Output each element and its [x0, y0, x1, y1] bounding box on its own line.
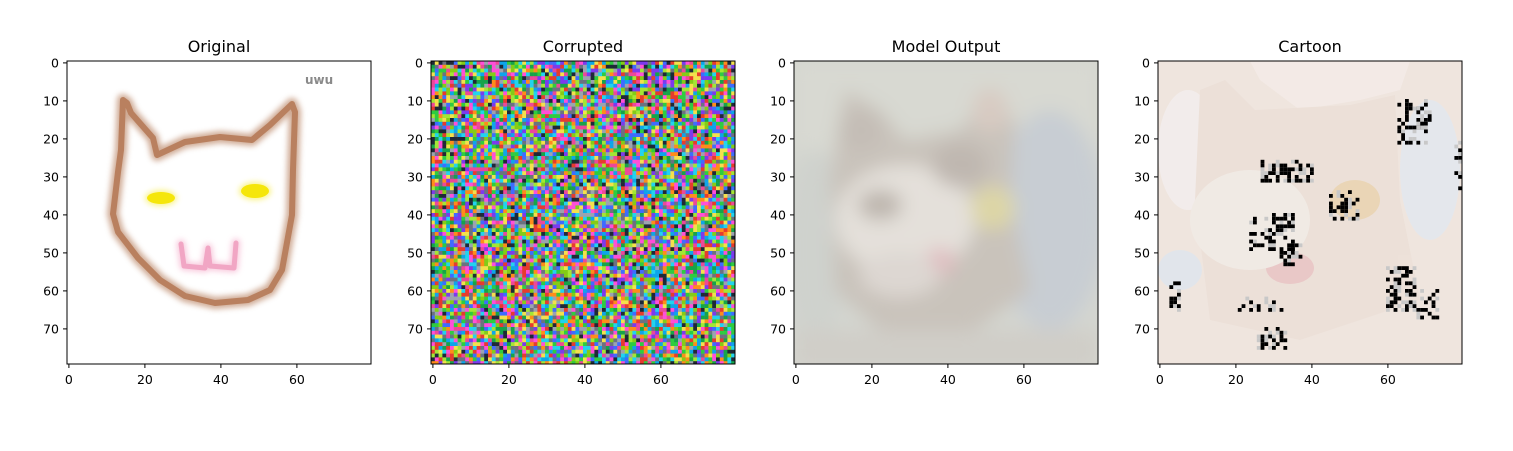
x-tick-label: 40 — [577, 372, 593, 387]
right-eye-core — [241, 184, 269, 198]
y-tick-label: 0 — [778, 55, 786, 70]
y-tick-label: 30 — [43, 169, 59, 184]
axes-frame — [1157, 60, 1463, 365]
cat-head-outline-core — [110, 97, 298, 306]
x-tick-label: 0 — [1156, 372, 1164, 387]
x-tick-label: 40 — [213, 372, 229, 387]
x-tick-label: 20 — [864, 372, 880, 387]
y-tick-label: 0 — [1142, 55, 1150, 70]
mouth-w-core — [178, 240, 239, 271]
y-tick-label: 10 — [1134, 93, 1150, 108]
x-tick-label: 0 — [429, 372, 437, 387]
y-tick-label: 60 — [407, 283, 423, 298]
x-tick-label: 20 — [1228, 372, 1244, 387]
x-tick-label: 40 — [1304, 372, 1320, 387]
y-tick-label: 70 — [770, 321, 786, 336]
y-tick-label: 70 — [1134, 321, 1150, 336]
y-tick-label: 70 — [407, 321, 423, 336]
panel-cartoon: Cartoon — [1158, 37, 1462, 364]
y-tick-label: 50 — [407, 245, 423, 260]
x-tick-label: 20 — [501, 372, 517, 387]
sketch-text-uwu: uwu — [305, 73, 333, 87]
y-tick-label: 50 — [1134, 245, 1150, 260]
left-eye-core — [147, 192, 175, 204]
panel-corrupted: Corrupted — [431, 37, 735, 364]
y-tick-label: 60 — [770, 283, 786, 298]
y-tick-label: 40 — [43, 207, 59, 222]
y-tick-label: 20 — [407, 131, 423, 146]
panel-title-cartoon: Cartoon — [1278, 37, 1342, 56]
x-tick-label: 40 — [940, 372, 956, 387]
y-tick-label: 60 — [1134, 283, 1150, 298]
y-tick-label: 10 — [43, 93, 59, 108]
y-tick-label: 30 — [1134, 169, 1150, 184]
axes-frame — [66, 60, 372, 365]
image-original: uwu — [67, 61, 371, 364]
image-corrupted — [431, 61, 735, 364]
x-tick-label: 0 — [65, 372, 73, 387]
y-tick-label: 60 — [43, 283, 59, 298]
panel-title-original: Original — [188, 37, 251, 56]
cartoon-pixel-artifacts — [1169, 99, 1462, 350]
panel-title-model-output: Model Output — [892, 37, 1001, 56]
y-tick-label: 50 — [43, 245, 59, 260]
y-tick-label: 20 — [1134, 131, 1150, 146]
y-tick-label: 0 — [51, 55, 59, 70]
x-tick-label: 60 — [1380, 372, 1396, 387]
y-tick-label: 40 — [770, 207, 786, 222]
panel-model-output: Model Output — [794, 37, 1098, 364]
y-tick-label: 40 — [407, 207, 423, 222]
x-tick-label: 60 — [653, 372, 669, 387]
y-tick-label: 70 — [43, 321, 59, 336]
image-cartoon — [1158, 61, 1462, 364]
y-tick-label: 30 — [770, 169, 786, 184]
x-tick-label: 0 — [792, 372, 800, 387]
axes-frame — [430, 60, 736, 365]
x-tick-label: 20 — [137, 372, 153, 387]
y-tick-label: 10 — [407, 93, 423, 108]
y-tick-label: 0 — [415, 55, 423, 70]
y-tick-label: 20 — [43, 131, 59, 146]
y-tick-label: 40 — [1134, 207, 1150, 222]
panel-original: Original uwu — [67, 37, 371, 364]
axes-layer: 0 20 40 60 0 10 20 30 40 50 60 70 0 20 40 60 0 10 20 30 40 50… — [43, 55, 1463, 387]
y-tick-label: 10 — [770, 93, 786, 108]
image-model-output — [794, 61, 1098, 364]
y-tick-label: 30 — [407, 169, 423, 184]
x-tick-label: 60 — [289, 372, 305, 387]
y-tick-label: 20 — [770, 131, 786, 146]
y-tick-label: 50 — [770, 245, 786, 260]
x-tick-label: 60 — [1016, 372, 1032, 387]
axes-frame — [793, 60, 1099, 365]
panel-title-corrupted: Corrupted — [543, 37, 623, 56]
